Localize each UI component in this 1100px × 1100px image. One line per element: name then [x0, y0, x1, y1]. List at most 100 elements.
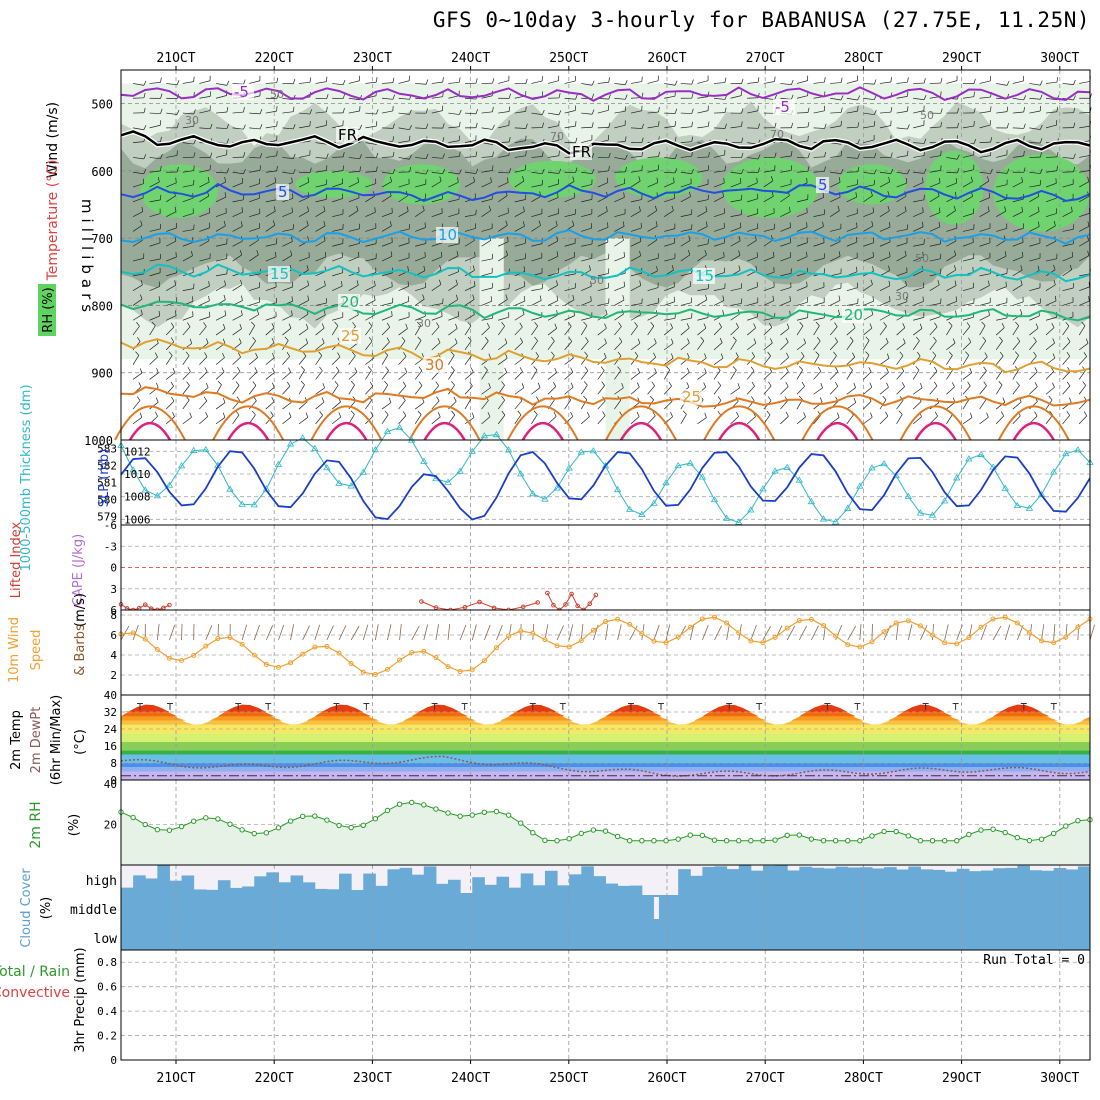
wind-barb — [879, 300, 891, 306]
rh-marker — [808, 836, 815, 842]
rh-contour-label: 70 — [550, 130, 564, 143]
wind-barb — [199, 416, 208, 425]
wind-barb-flag — [505, 220, 508, 226]
wind-barb-flag — [865, 351, 870, 356]
wind-barb — [365, 300, 376, 306]
wind-barb — [580, 416, 590, 425]
wind-barb — [813, 302, 825, 306]
wind-barb-flag — [475, 109, 478, 115]
wind-barb — [448, 384, 455, 395]
wind-barb-flag — [168, 351, 173, 356]
wind-barb-flag — [276, 93, 279, 99]
wind-barb-flag — [755, 265, 758, 271]
wind-barb — [199, 326, 207, 336]
cloud-high-bar — [750, 870, 764, 895]
cloud-high-bar — [605, 883, 619, 895]
wind-barb — [282, 171, 294, 175]
wind-barb-flag — [276, 150, 278, 156]
wind-barb-flag — [1051, 322, 1055, 328]
wind-barb — [481, 327, 490, 336]
wind-barb-flag — [492, 165, 494, 171]
wind-barb — [614, 299, 625, 306]
wind-barb-flag — [617, 351, 622, 357]
wind-barb — [431, 303, 443, 306]
wind-barb-flag — [940, 78, 943, 84]
wind-barb — [780, 327, 790, 336]
thickness-marker — [129, 466, 137, 473]
wind-barb — [448, 198, 460, 203]
wind-barb — [448, 182, 459, 188]
wind-barb — [813, 340, 821, 351]
wind-barb — [132, 141, 144, 144]
rh-marker — [384, 807, 391, 814]
wind-barb-flag — [705, 294, 708, 300]
wind-barb — [448, 95, 460, 99]
wind-barb-flag — [223, 294, 226, 300]
wind-barb-flag — [636, 411, 640, 417]
wind-barb — [647, 169, 659, 173]
rh-marker — [639, 838, 645, 844]
wind-barb-flag — [475, 151, 478, 157]
wind-barb — [946, 210, 956, 217]
wind-barb-flag — [803, 412, 806, 418]
wind-barb — [597, 327, 607, 336]
wind-barb — [730, 313, 740, 321]
wind-barb-flag — [469, 381, 473, 387]
wind-barb — [149, 181, 160, 188]
rh-marker — [312, 813, 318, 819]
wind-barb — [282, 255, 293, 262]
wind-barb-flag — [807, 135, 809, 141]
wind-barb-flag — [641, 151, 644, 157]
wind-barb — [614, 97, 626, 100]
isotherm-35-loop — [718, 422, 761, 441]
wind-barb-flag — [472, 294, 475, 300]
wind-barb-flag — [1021, 177, 1023, 183]
wind-barb-flag — [572, 176, 575, 182]
wind-barb-flag — [417, 410, 422, 415]
wind-barb-flag — [1056, 165, 1058, 171]
bottom-date-label: 21OCT — [156, 1071, 195, 1086]
wind-barb-flag — [457, 177, 459, 183]
wind-barb-flag — [558, 168, 562, 174]
wind-barb-flag — [957, 122, 960, 128]
top-date-label: 28OCT — [844, 51, 883, 66]
wind-barb — [896, 400, 904, 410]
rh-marker — [530, 829, 536, 836]
wind-barb-flag — [1053, 279, 1056, 285]
wind-barb-flag — [888, 280, 891, 286]
wind-barb-flag — [586, 411, 590, 417]
wind-barb-flag — [570, 382, 574, 388]
wind-barb-flag — [606, 177, 609, 183]
wind-barb-flag — [425, 79, 429, 85]
wind-barb — [896, 355, 904, 365]
wind-barb-flag — [407, 266, 409, 272]
wind-barb — [896, 81, 908, 84]
wind-barb — [1012, 198, 1024, 203]
wind-barb — [979, 227, 991, 232]
isotherm-label: 25 — [341, 327, 360, 345]
wind-barb — [315, 302, 327, 306]
wind-barb-flag — [425, 153, 429, 159]
wind-barb — [846, 80, 858, 84]
wind-barb-flag — [439, 265, 442, 271]
wind-barb — [663, 385, 672, 395]
wind-barb — [846, 414, 854, 425]
cloud-high-bar — [217, 880, 231, 895]
wind-barb — [332, 83, 344, 86]
wind-barb — [232, 371, 241, 380]
wind-barb — [597, 227, 609, 232]
wind-barb — [1045, 182, 1057, 188]
wind-barb — [1012, 385, 1020, 395]
cloud-high-bar — [399, 867, 413, 895]
wind-barb-flag — [210, 123, 213, 129]
wind-barb — [697, 110, 709, 114]
wind-barb — [597, 400, 606, 410]
wind-barb — [514, 155, 526, 158]
wind-barb-flag — [508, 168, 512, 174]
wind-barb — [581, 139, 592, 143]
wind-barb-flag — [674, 153, 678, 159]
wind-barb — [232, 171, 244, 175]
wind-barb — [747, 198, 758, 203]
wind-barb — [863, 225, 874, 232]
wind-barb-flag — [525, 123, 528, 129]
